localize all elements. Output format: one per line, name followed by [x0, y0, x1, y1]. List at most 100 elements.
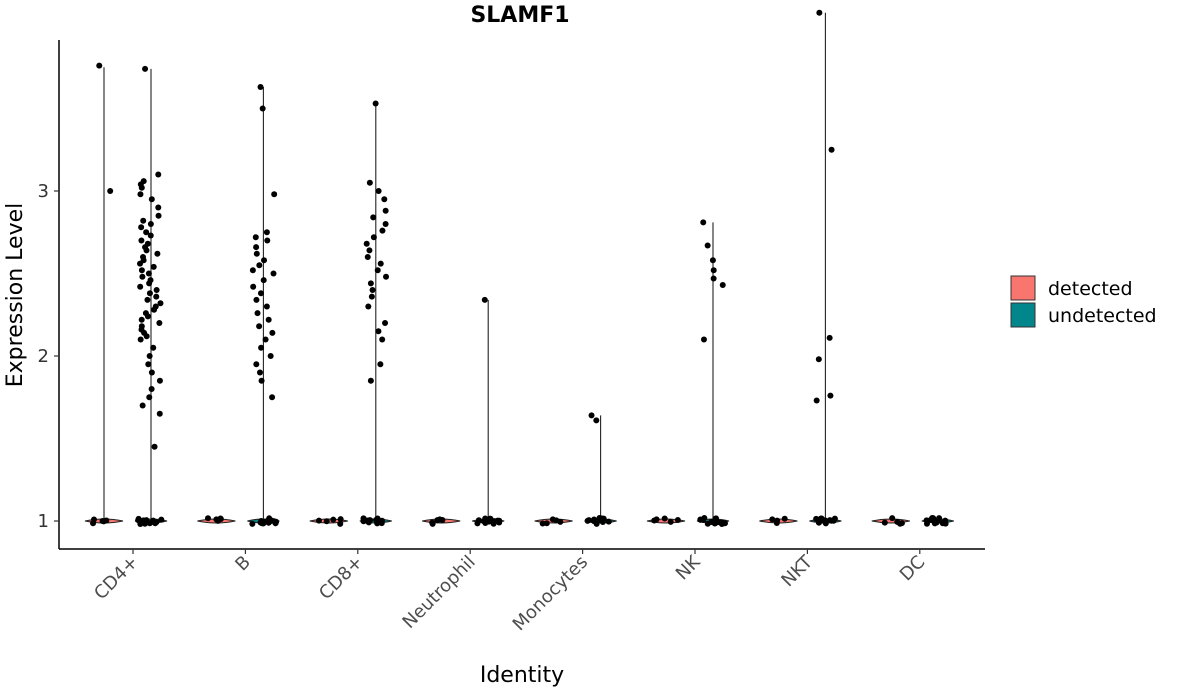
- data-point: [103, 517, 110, 524]
- data-point: [146, 280, 153, 287]
- data-point: [330, 516, 337, 523]
- data-point: [939, 520, 946, 527]
- data-point: [365, 303, 372, 310]
- data-point: [253, 296, 260, 303]
- data-point: [661, 515, 668, 522]
- data-point: [158, 516, 165, 523]
- data-point: [263, 303, 270, 310]
- data-point: [368, 293, 375, 300]
- data-point: [143, 247, 150, 254]
- data-point: [271, 191, 278, 198]
- data-point: [260, 277, 267, 284]
- data-point: [439, 516, 446, 523]
- data-point: [269, 394, 276, 401]
- data-point: [367, 377, 374, 384]
- data-point: [719, 282, 726, 289]
- data-point: [151, 443, 158, 450]
- data-point: [107, 188, 114, 194]
- legend-swatch: [1010, 302, 1036, 328]
- data-point: [265, 316, 272, 323]
- data-point: [826, 334, 833, 341]
- data-point: [138, 267, 145, 274]
- data-point: [815, 356, 822, 363]
- data-point: [828, 146, 835, 153]
- data-point: [253, 361, 260, 368]
- data-point: [370, 234, 377, 241]
- data-point: [481, 296, 488, 303]
- data-point: [256, 262, 263, 269]
- data-point: [137, 283, 144, 290]
- data-point: [674, 516, 681, 523]
- data-point: [146, 290, 153, 297]
- data-point: [155, 212, 162, 219]
- data-point: [372, 100, 379, 107]
- data-point: [258, 344, 265, 351]
- x-axis-title: Identity: [480, 663, 564, 688]
- y-tick-label: 1: [38, 511, 49, 532]
- data-point: [931, 520, 938, 527]
- data-point: [146, 353, 153, 359]
- data-point: [250, 283, 257, 290]
- data-point: [148, 196, 155, 203]
- data-point: [137, 191, 144, 198]
- chart-title: SLAMF1: [470, 3, 569, 28]
- data-point: [147, 232, 154, 239]
- data-point: [894, 518, 901, 525]
- data-point: [139, 402, 146, 409]
- data-point: [375, 328, 382, 335]
- data-point: [323, 518, 330, 525]
- data-point: [156, 377, 163, 384]
- data-point: [831, 515, 838, 522]
- data-point: [374, 520, 381, 527]
- data-point: [816, 518, 823, 525]
- data-point: [710, 275, 717, 282]
- data-point: [600, 515, 607, 522]
- data-point: [605, 518, 612, 525]
- y-tick-label: 3: [38, 181, 49, 202]
- data-point: [154, 250, 161, 257]
- data-point: [156, 320, 163, 326]
- x-tick-label: NK: [672, 551, 706, 585]
- data-point: [139, 273, 146, 280]
- legend-label: undetected: [1048, 305, 1157, 327]
- data-point: [137, 336, 144, 343]
- data-point: [927, 516, 934, 523]
- data-point: [150, 263, 157, 270]
- data-point: [144, 296, 151, 303]
- data-point: [881, 519, 888, 526]
- data-point: [259, 105, 266, 112]
- data-point: [145, 270, 152, 277]
- data-point: [543, 520, 550, 527]
- data-point: [889, 515, 896, 522]
- data-point: [267, 353, 274, 359]
- data-point: [378, 520, 385, 527]
- data-point: [258, 520, 265, 527]
- data-point: [315, 517, 322, 524]
- data-point: [382, 207, 389, 214]
- data-point: [256, 369, 263, 376]
- data-point: [262, 336, 269, 343]
- data-point: [155, 171, 162, 178]
- data-point: [710, 267, 717, 274]
- data-point: [593, 417, 600, 424]
- data-point: [135, 515, 142, 522]
- data-point: [494, 517, 501, 524]
- data-point: [769, 516, 776, 523]
- data-point: [434, 517, 441, 524]
- data-point: [370, 214, 377, 221]
- data-point: [261, 257, 268, 264]
- data-point: [138, 237, 145, 244]
- x-tick-label: Neutrophil: [399, 552, 480, 633]
- data-point: [214, 517, 221, 524]
- data-point: [557, 518, 564, 525]
- data-point: [138, 224, 145, 231]
- data-point: [700, 516, 707, 523]
- data-point: [375, 188, 382, 194]
- data-point: [704, 520, 711, 527]
- legend: detected undetected: [1010, 275, 1157, 328]
- data-point: [382, 221, 389, 227]
- data-point: [700, 219, 707, 226]
- data-point: [151, 306, 158, 313]
